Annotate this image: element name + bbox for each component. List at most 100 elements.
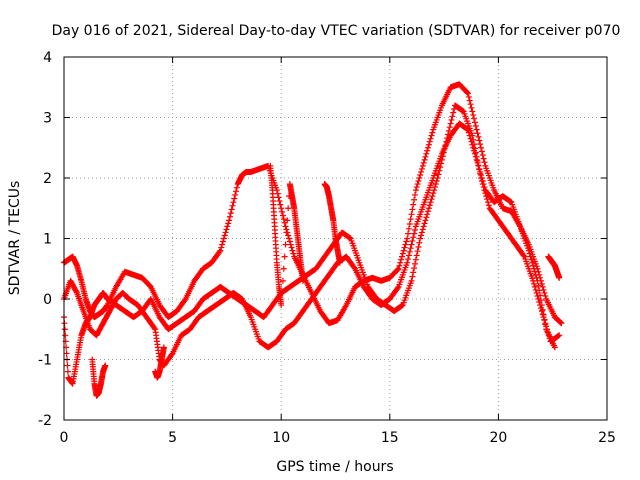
- data-point: [290, 250, 297, 257]
- data-point: [469, 141, 476, 148]
- data-point: [478, 144, 485, 151]
- data-point: [423, 214, 430, 221]
- data-point: [415, 243, 422, 250]
- data-point: [541, 289, 548, 296]
- data-point: [416, 239, 423, 246]
- data-point: [73, 288, 80, 295]
- data-point: [232, 191, 239, 198]
- data-point: [411, 230, 418, 237]
- data-point: [418, 232, 425, 239]
- data-point: [401, 244, 408, 251]
- data-point: [233, 188, 240, 195]
- data-point: [396, 262, 403, 269]
- data-point: [476, 137, 483, 144]
- data-point: [484, 199, 491, 206]
- data-point: [481, 159, 488, 166]
- data-point: [535, 282, 542, 289]
- data-point: [437, 164, 444, 171]
- data-point: [407, 216, 414, 223]
- data-point: [484, 196, 491, 203]
- data-point: [478, 175, 485, 181]
- data-point: [427, 135, 434, 142]
- data-point: [466, 132, 473, 139]
- data-point: [416, 175, 423, 181]
- data-point: [417, 235, 424, 242]
- data-point: [533, 274, 540, 281]
- y-tick-label: 0: [43, 292, 52, 308]
- data-point: [425, 208, 432, 215]
- data-point: [450, 109, 457, 116]
- data-point: [449, 113, 456, 120]
- data-point: [529, 259, 536, 266]
- data-point: [405, 256, 412, 263]
- data-point: [539, 306, 546, 313]
- data-point: [394, 285, 401, 292]
- data-point: [219, 238, 226, 245]
- data-point: [475, 162, 482, 169]
- data-point: [534, 292, 541, 299]
- data-point: [398, 256, 405, 263]
- data-point: [431, 187, 438, 194]
- data-point: [477, 141, 484, 148]
- data-point: [478, 171, 485, 178]
- data-point: [419, 162, 426, 169]
- data-point: [556, 274, 563, 281]
- data-point: [64, 368, 71, 375]
- data-point: [406, 220, 413, 227]
- x-tick-label: 0: [60, 430, 69, 446]
- data-point: [276, 197, 283, 204]
- data-point: [405, 225, 412, 232]
- data-point: [289, 247, 296, 254]
- data-point: [479, 152, 486, 159]
- data-point: [231, 195, 238, 202]
- data-point: [433, 178, 440, 185]
- data-point: [531, 268, 538, 275]
- data-point: [279, 289, 286, 296]
- data-point: [409, 237, 416, 244]
- data-point: [277, 201, 284, 208]
- data-point: [405, 252, 412, 259]
- data-point: [428, 132, 435, 139]
- x-tick-label: 20: [489, 430, 507, 446]
- data-point: [471, 150, 478, 157]
- data-point: [351, 264, 358, 271]
- data-point: [535, 296, 542, 302]
- chart-title: Day 016 of 2021, Sidereal Day-to-day VTE…: [52, 23, 621, 39]
- data-point: [558, 320, 565, 327]
- data-point: [464, 90, 471, 97]
- data-point: [415, 178, 422, 185]
- data-point: [221, 232, 228, 239]
- data-point: [425, 141, 432, 148]
- data-point: [406, 248, 413, 255]
- data-point: [538, 308, 545, 315]
- data-point: [534, 277, 541, 284]
- data-point: [479, 178, 486, 185]
- data-point: [395, 265, 402, 272]
- data-point: [467, 135, 474, 142]
- data-point: [426, 138, 433, 145]
- data-point: [507, 198, 514, 205]
- data-point: [411, 191, 418, 198]
- data-point: [531, 280, 538, 287]
- data-point: [470, 112, 477, 119]
- data-point: [429, 193, 436, 200]
- data-point: [472, 122, 479, 129]
- data-point: [428, 196, 435, 203]
- data-point: [465, 129, 472, 136]
- data-point: [168, 351, 175, 358]
- data-point: [64, 362, 71, 369]
- data-point: [445, 127, 452, 134]
- data-point: [423, 150, 430, 157]
- data-point: [63, 350, 70, 357]
- data-point: [557, 318, 564, 325]
- data-point: [217, 247, 224, 254]
- series-track-3: [61, 120, 558, 369]
- data-point: [540, 311, 547, 318]
- data-point: [275, 194, 282, 201]
- data-point: [474, 159, 481, 166]
- data-point: [419, 226, 426, 233]
- data-point: [62, 332, 69, 339]
- data-point: [557, 319, 564, 326]
- data-point: [464, 125, 471, 132]
